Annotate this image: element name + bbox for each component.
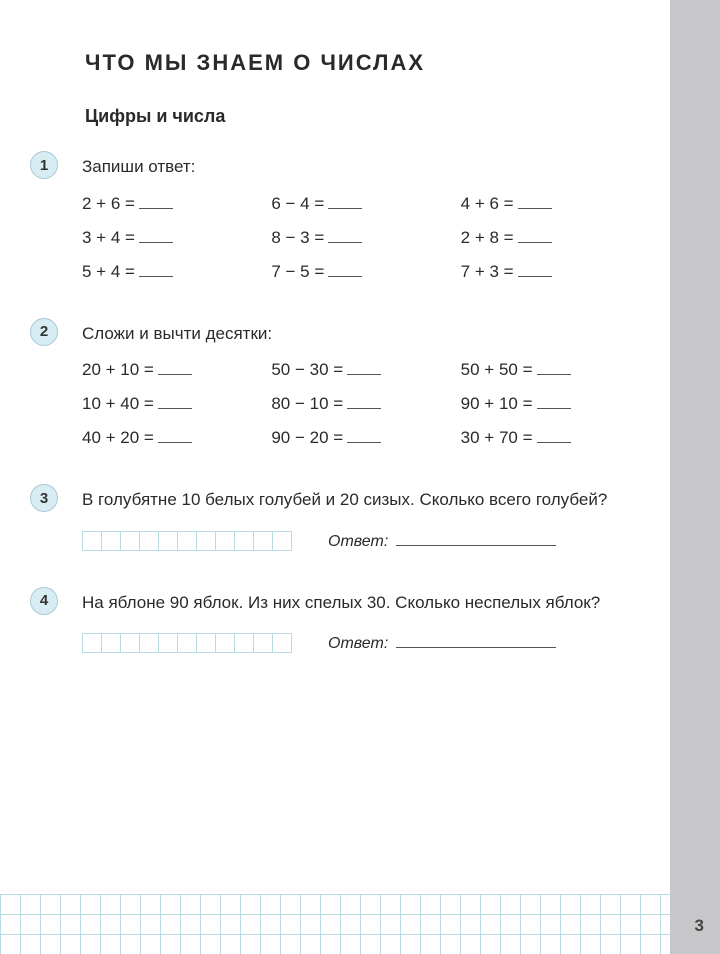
equation: 6 − 4 = (271, 194, 450, 214)
page-title: ЧТО МЫ ЗНАЕМ О ЧИСЛАХ (85, 50, 640, 76)
answer-blank[interactable] (537, 408, 571, 409)
page: ЧТО МЫ ЗНАЕМ О ЧИСЛАХ Цифры и числа 1 За… (0, 0, 720, 954)
bottom-grid-pattern (0, 894, 670, 954)
answer-blank[interactable] (396, 647, 556, 648)
exercise-header: 3 В голубятне 10 белых голубей и 20 сизы… (30, 484, 640, 513)
equation: 7 + 3 = (461, 262, 640, 282)
answer-blank[interactable] (328, 242, 362, 243)
equation: 80 − 10 = (271, 394, 450, 414)
exercise-number-badge: 4 (30, 587, 58, 615)
exercise-number-badge: 3 (30, 484, 58, 512)
equation: 2 + 8 = (461, 228, 640, 248)
answer-blank[interactable] (347, 442, 381, 443)
exercise-header: 4 На яблоне 90 яблок. Из них спелых 30. … (30, 587, 640, 616)
exercise-3: 3 В голубятне 10 белых голубей и 20 сизы… (30, 484, 640, 551)
equation-grid: 20 + 10 = 50 − 30 = 50 + 50 = 10 + 40 = … (82, 360, 640, 448)
exercise-number-badge: 2 (30, 318, 58, 346)
exercise-2: 2 Сложи и вычти десятки: 20 + 10 = 50 − … (30, 318, 640, 449)
answer-blank[interactable] (396, 545, 556, 546)
exercise-prompt: В голубятне 10 белых голубей и 20 сизых.… (82, 484, 640, 513)
equation: 5 + 4 = (82, 262, 261, 282)
equation: 4 + 6 = (461, 194, 640, 214)
equation: 20 + 10 = (82, 360, 261, 380)
answer-blank[interactable] (518, 276, 552, 277)
content-area: ЧТО МЫ ЗНАЕМ О ЧИСЛАХ Цифры и числа 1 За… (0, 0, 670, 689)
equation: 50 − 30 = (271, 360, 450, 380)
equation: 8 − 3 = (271, 228, 450, 248)
answer-blank[interactable] (158, 408, 192, 409)
answer-blank[interactable] (158, 442, 192, 443)
work-grid[interactable] (82, 531, 292, 551)
exercise-prompt: Сложи и вычти десятки: (82, 318, 272, 347)
equation: 7 − 5 = (271, 262, 450, 282)
exercise-header: 2 Сложи и вычти десятки: (30, 318, 640, 347)
answer-blank[interactable] (139, 242, 173, 243)
answer-blank[interactable] (347, 408, 381, 409)
equation: 30 + 70 = (461, 428, 640, 448)
equation: 3 + 4 = (82, 228, 261, 248)
answer-blank[interactable] (328, 208, 362, 209)
exercise-number-badge: 1 (30, 151, 58, 179)
equation: 2 + 6 = (82, 194, 261, 214)
answer-label: Ответ: (328, 533, 388, 551)
answer-blank[interactable] (347, 374, 381, 375)
exercise-1: 1 Запиши ответ: 2 + 6 = 6 − 4 = 4 + 6 = … (30, 151, 640, 282)
answer-blank[interactable] (537, 442, 571, 443)
answer-blank[interactable] (139, 208, 173, 209)
exercise-prompt: Запиши ответ: (82, 151, 195, 180)
right-margin: 3 (670, 0, 720, 954)
answer-label: Ответ: (328, 635, 388, 653)
answer-blank[interactable] (518, 242, 552, 243)
work-grid[interactable] (82, 633, 292, 653)
answer-blank[interactable] (139, 276, 173, 277)
exercise-prompt: На яблоне 90 яблок. Из них спелых 30. Ск… (82, 587, 640, 616)
equation: 90 − 20 = (271, 428, 450, 448)
exercise-4: 4 На яблоне 90 яблок. Из них спелых 30. … (30, 587, 640, 654)
answer-line: Ответ: (328, 533, 556, 551)
equation: 40 + 20 = (82, 428, 261, 448)
exercise-header: 1 Запиши ответ: (30, 151, 640, 180)
equation: 90 + 10 = (461, 394, 640, 414)
answer-row: Ответ: (82, 531, 640, 551)
answer-blank[interactable] (158, 374, 192, 375)
answer-row: Ответ: (82, 633, 640, 653)
answer-blank[interactable] (328, 276, 362, 277)
answer-line: Ответ: (328, 635, 556, 653)
answer-blank[interactable] (537, 374, 571, 375)
answer-blank[interactable] (518, 208, 552, 209)
equation-grid: 2 + 6 = 6 − 4 = 4 + 6 = 3 + 4 = 8 − 3 = … (82, 194, 640, 282)
equation: 10 + 40 = (82, 394, 261, 414)
page-number: 3 (695, 916, 704, 936)
equation: 50 + 50 = (461, 360, 640, 380)
section-subtitle: Цифры и числа (85, 106, 640, 127)
